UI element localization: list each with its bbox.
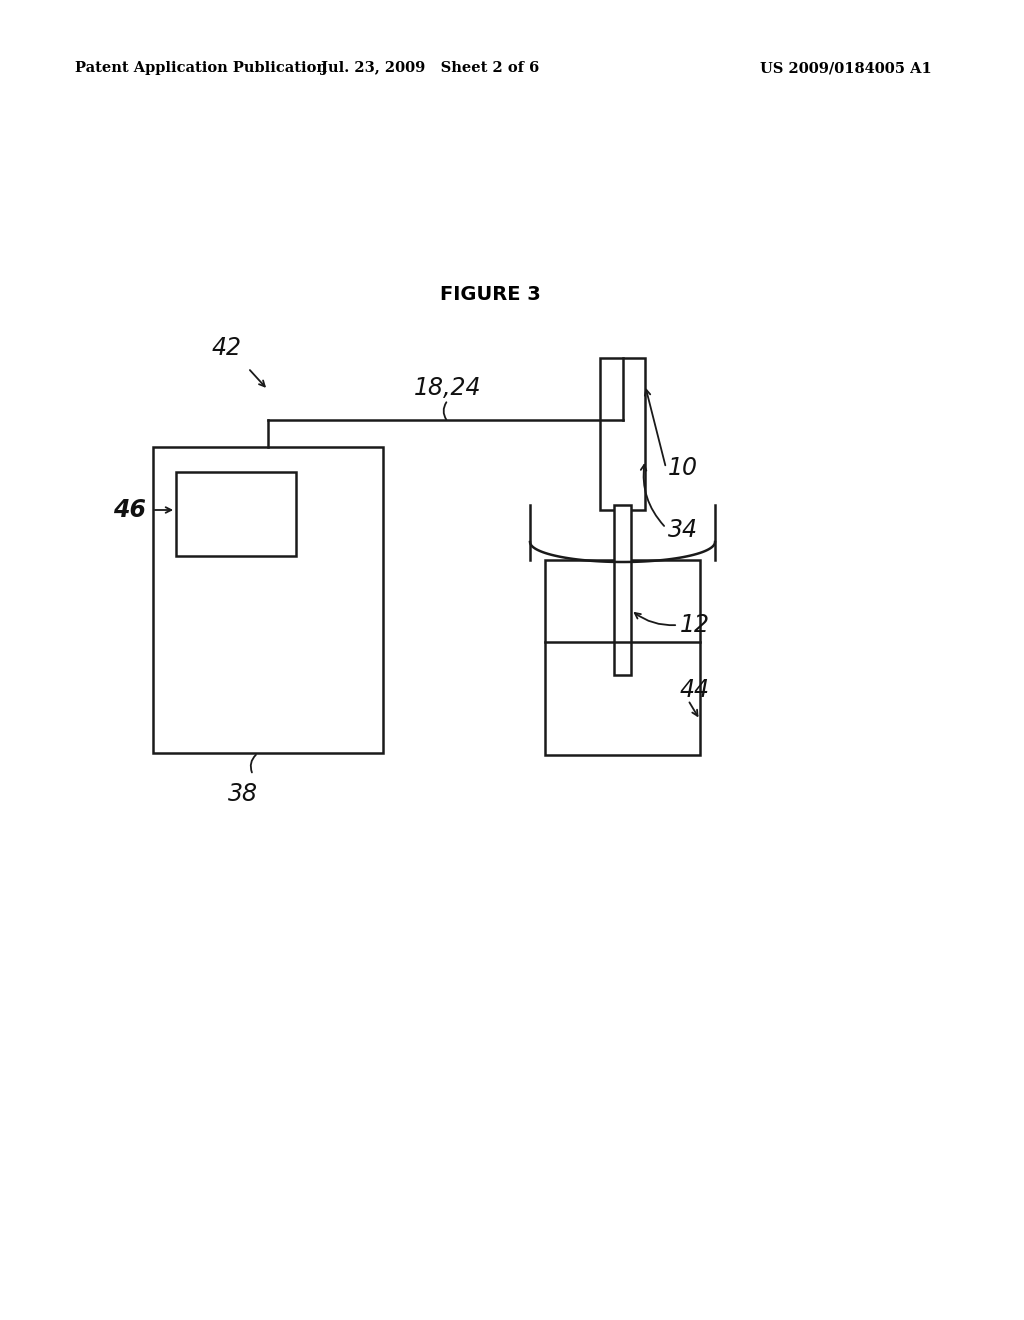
Text: 34: 34 bbox=[668, 517, 698, 543]
Text: FIGURE 3: FIGURE 3 bbox=[439, 285, 541, 305]
Text: 42: 42 bbox=[212, 337, 242, 360]
Text: 44: 44 bbox=[680, 678, 710, 702]
Bar bbox=[614, 506, 631, 675]
Text: 12: 12 bbox=[680, 612, 710, 638]
Text: US 2009/0184005 A1: US 2009/0184005 A1 bbox=[760, 61, 932, 75]
Text: 38: 38 bbox=[228, 781, 258, 807]
Bar bbox=[153, 447, 383, 752]
Text: 10: 10 bbox=[668, 455, 698, 480]
Text: 18,24: 18,24 bbox=[415, 376, 481, 400]
Bar bbox=[600, 358, 645, 510]
Text: Jul. 23, 2009   Sheet 2 of 6: Jul. 23, 2009 Sheet 2 of 6 bbox=[321, 61, 539, 75]
Bar bbox=[545, 560, 700, 755]
Text: 46: 46 bbox=[114, 498, 146, 521]
Text: Patent Application Publication: Patent Application Publication bbox=[75, 61, 327, 75]
Bar bbox=[176, 473, 296, 556]
